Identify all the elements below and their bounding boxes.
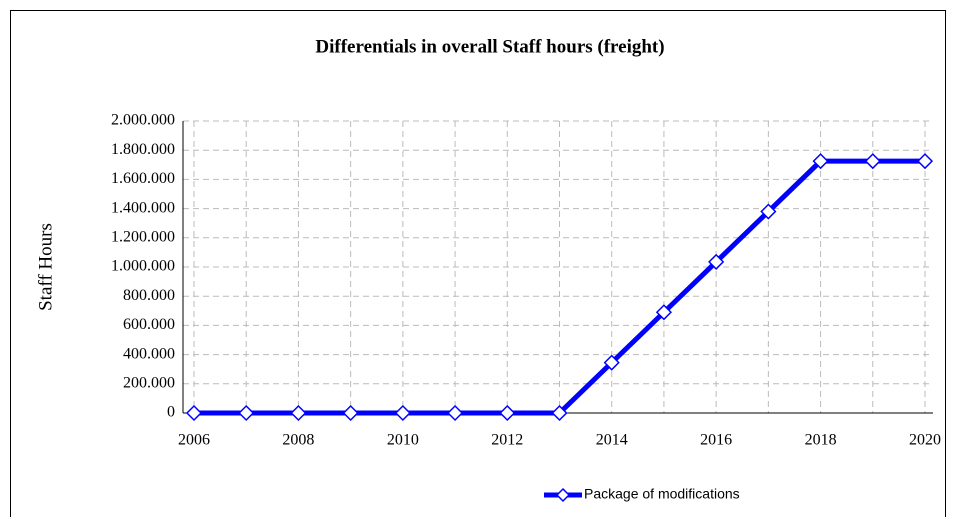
x-tick-label: 2020 — [909, 432, 941, 449]
chart-border — [10, 10, 946, 522]
x-tick-label: 2008 — [282, 432, 314, 449]
data-point — [603, 354, 620, 371]
data-point — [185, 404, 203, 422]
data-point — [499, 404, 516, 422]
x-tick-label: 2010 — [387, 432, 419, 449]
data-point — [238, 404, 255, 422]
y-tick-label: 1.800.000 — [111, 141, 175, 158]
y-tick-label: 600.000 — [123, 316, 175, 333]
x-tick-label: 2018 — [805, 432, 837, 449]
y-tick-label: 800.000 — [123, 287, 175, 304]
legend-label: Package of modifications — [584, 486, 740, 502]
y-tick-label: 0 — [167, 404, 175, 421]
data-point — [812, 153, 829, 170]
legend-marker — [555, 487, 571, 503]
y-tick-label: 1.000.000 — [111, 258, 175, 275]
data-point — [447, 404, 464, 422]
data-point — [708, 253, 725, 270]
data-point — [342, 404, 359, 422]
chart-title: Differentials in overall Staff hours (fr… — [315, 36, 664, 57]
data-point — [551, 404, 568, 422]
data-point — [916, 153, 934, 170]
data-point — [394, 404, 411, 422]
y-tick-label: 2.000.000 — [111, 112, 175, 129]
y-tick-label: 200.000 — [123, 374, 175, 391]
y-tick-label: 1.600.000 — [111, 170, 175, 187]
y-tick-label: 400.000 — [123, 345, 175, 362]
y-tick-label: 1.200.000 — [111, 228, 175, 245]
data-point — [864, 153, 881, 170]
y-tick-label: 1.400.000 — [111, 199, 175, 216]
x-tick-label: 2014 — [596, 432, 628, 449]
x-tick-label: 2006 — [178, 432, 210, 449]
x-tick-label: 2016 — [700, 432, 732, 449]
data-point — [290, 404, 307, 422]
data-point — [760, 203, 777, 220]
data-point — [655, 304, 672, 321]
x-tick-label: 2012 — [491, 432, 523, 449]
y-axis-label: Staff Hours — [35, 223, 56, 311]
